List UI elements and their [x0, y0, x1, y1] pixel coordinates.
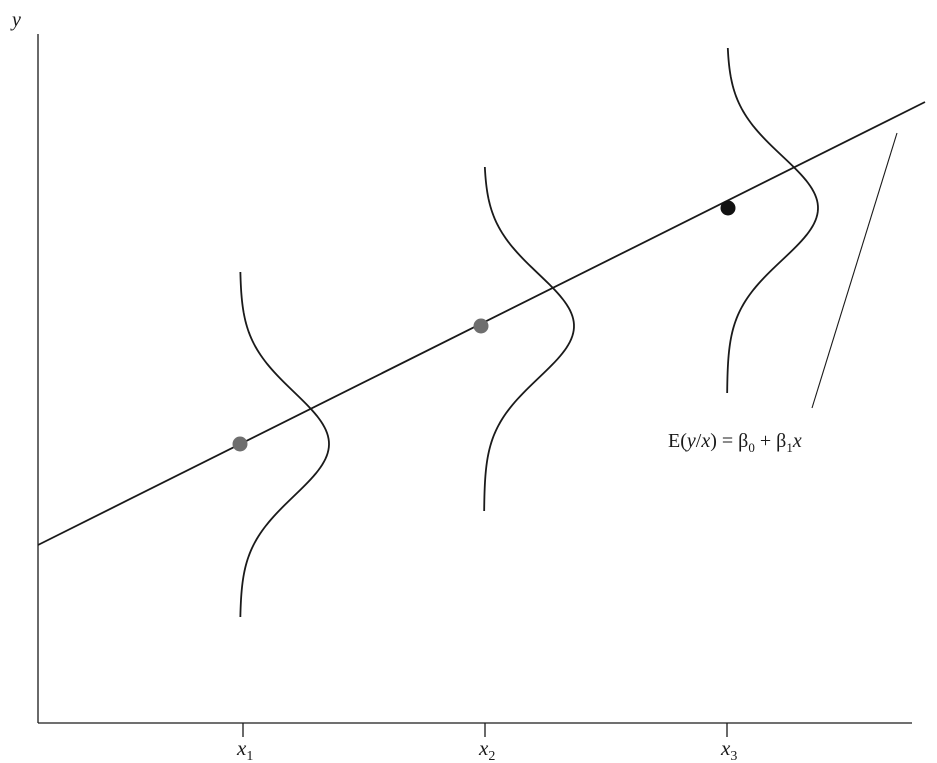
regression-equation: E(y/x) = β0 + β1x: [668, 430, 802, 455]
mean-point-1: [232, 436, 248, 452]
equation-leader-line: [811, 132, 898, 409]
distribution-curve-3: [726, 47, 819, 394]
x-tick-label-3: x3: [720, 736, 737, 763]
x-tick-label-1: x1: [236, 736, 253, 763]
x-tick-label-2: x2: [478, 736, 495, 763]
mean-point-3: [720, 200, 736, 216]
y-axis-label: y: [10, 9, 21, 31]
mean-point-2: [473, 318, 489, 334]
distribution-curve-1: [239, 271, 330, 618]
distribution-curve-2: [483, 166, 575, 512]
